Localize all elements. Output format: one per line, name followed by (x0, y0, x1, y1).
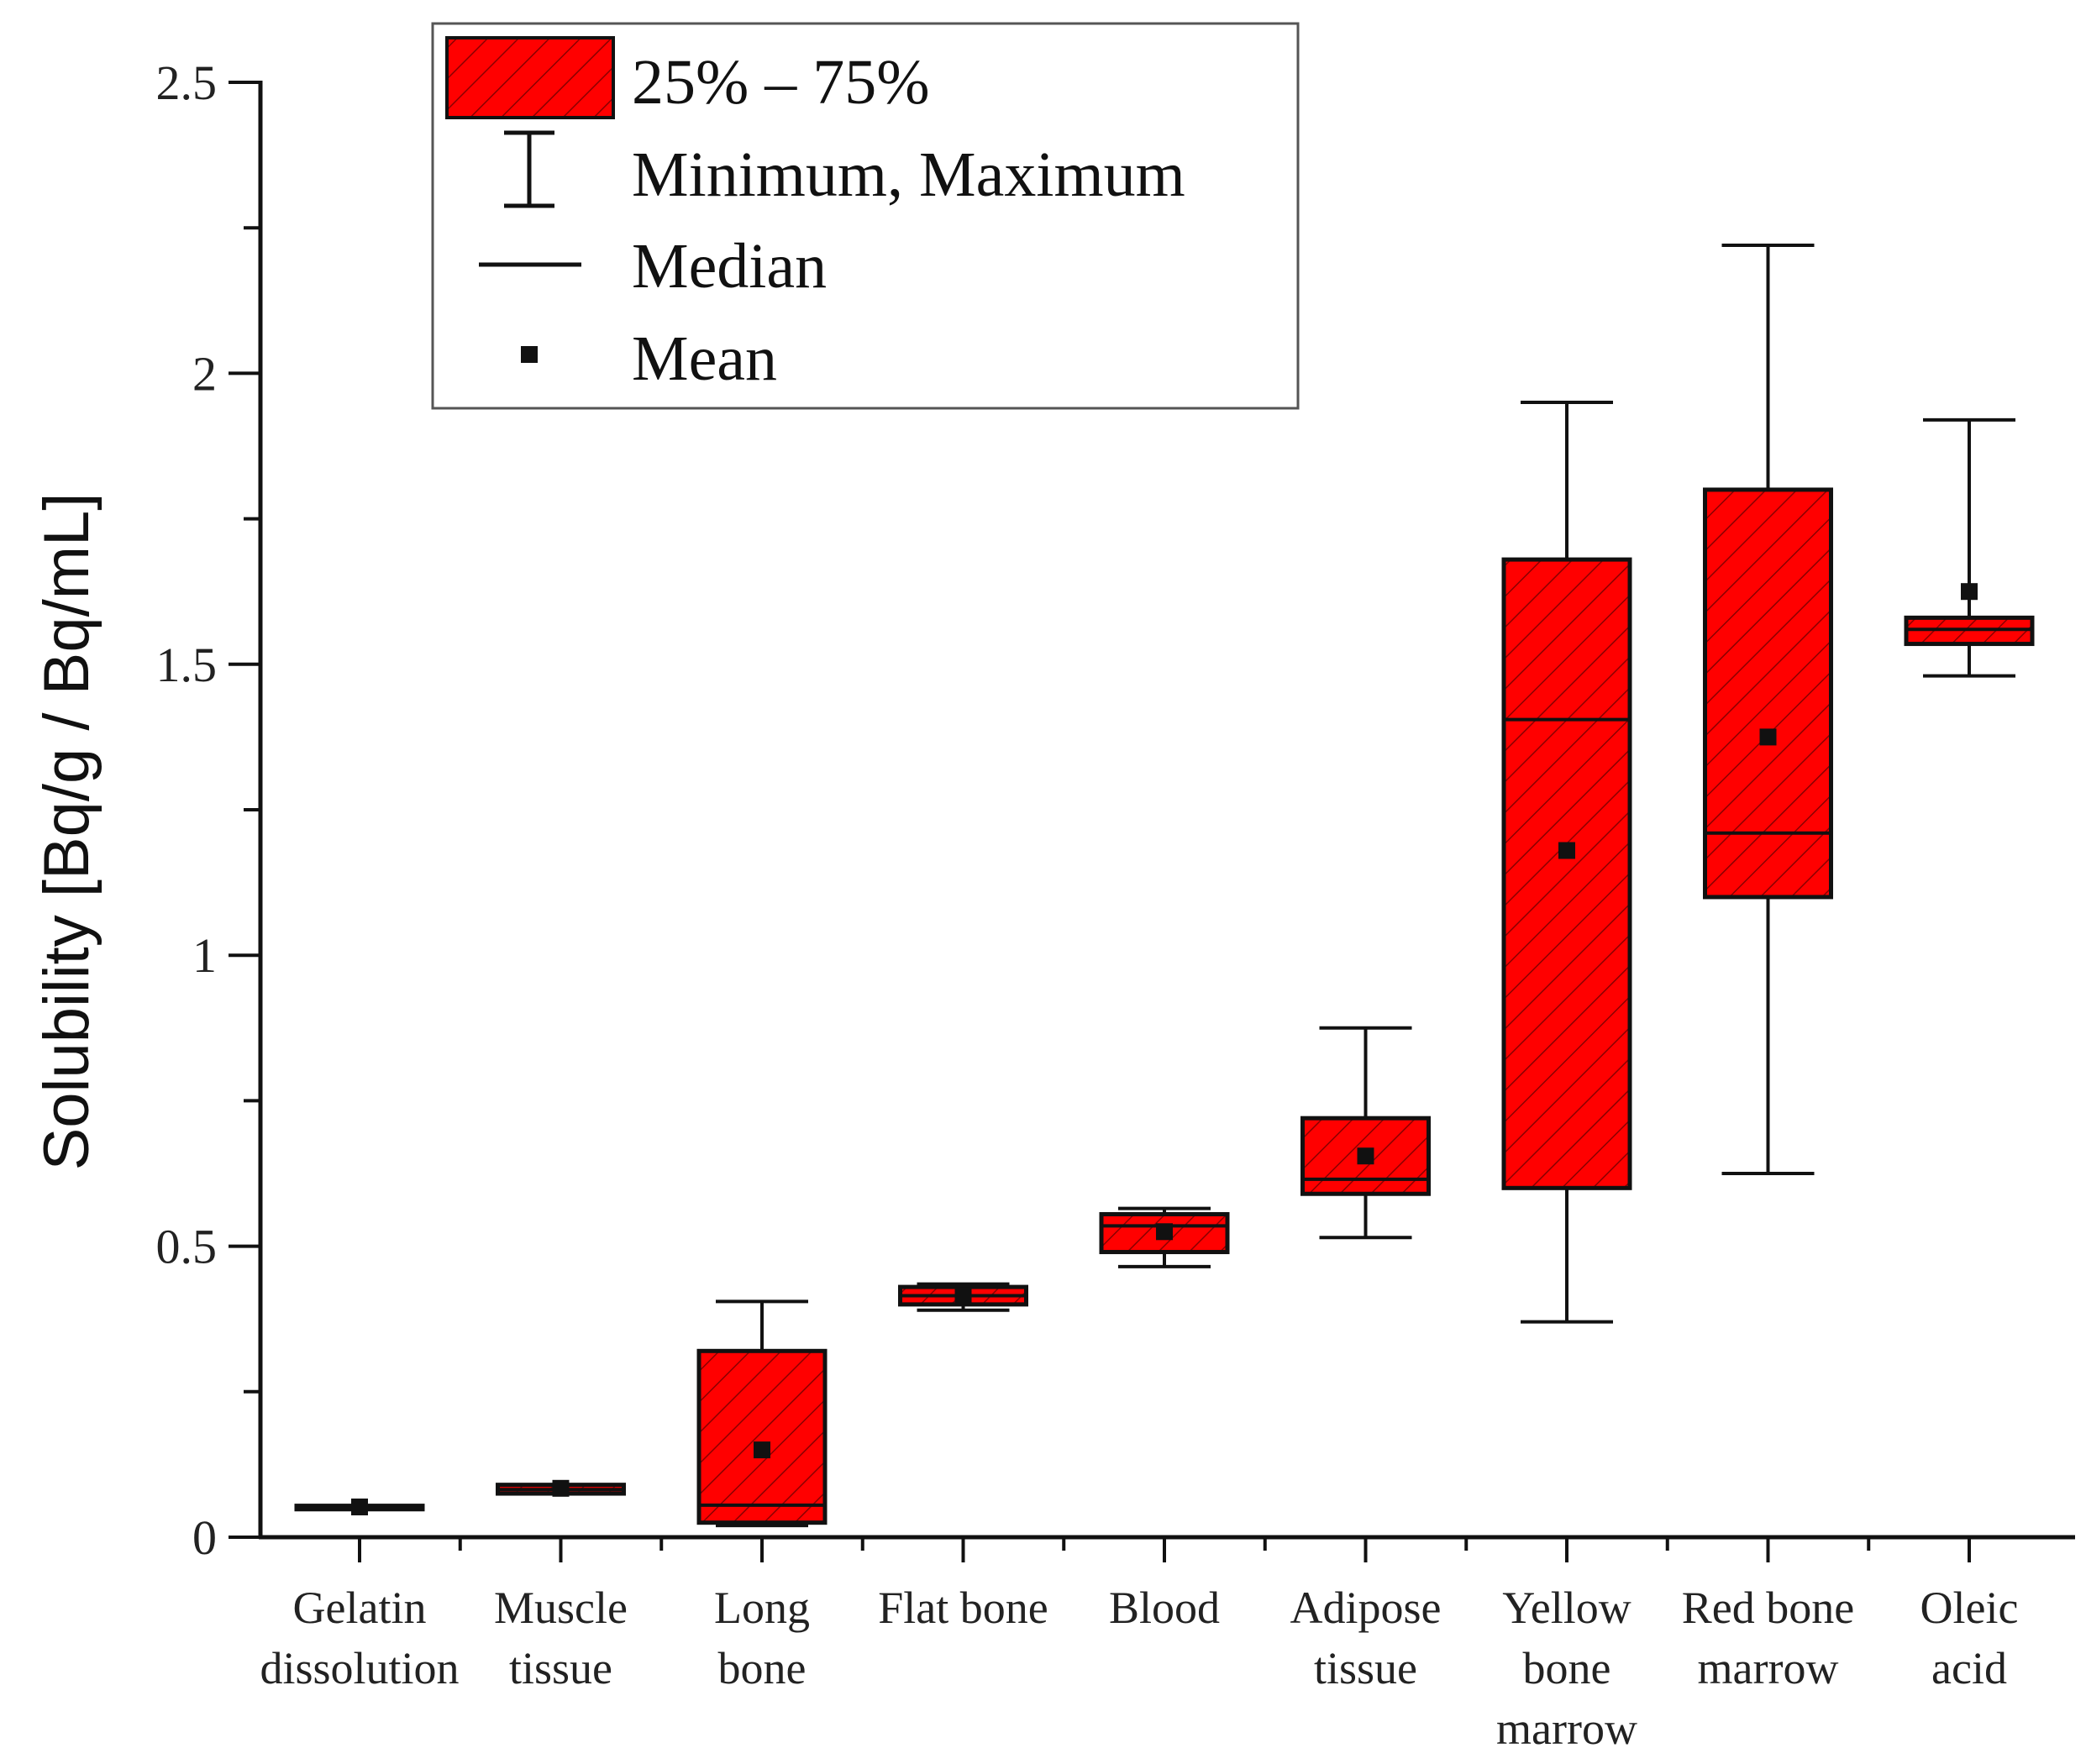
y-tick-label: 0 (192, 1510, 217, 1565)
x-category-label: Muscle (494, 1583, 628, 1633)
y-tick-label: 1.5 (156, 638, 218, 692)
mean-marker (351, 1498, 368, 1515)
mean-marker (1558, 842, 1575, 859)
mean-marker (1961, 583, 1978, 601)
legend-box-swatch (445, 36, 615, 119)
y-tick-label: 1 (192, 928, 217, 983)
plot-area: 0 0.5 1 1.5 2 2.5 Gelatin dissolution Muscle tiss… (156, 55, 2075, 1754)
box-iqr (696, 1348, 828, 1525)
legend-label-whisker: Minimum, Maximum (632, 139, 1185, 210)
box-iqr (1099, 1211, 1230, 1255)
x-category-label: bone (1523, 1643, 1611, 1693)
y-tick-label: 0.5 (156, 1220, 218, 1274)
legend-mean-marker (521, 346, 538, 363)
legend-label-box: 25% – 75% (632, 47, 930, 118)
x-category-label: Flat bone (878, 1583, 1048, 1633)
legend-label-mean: Mean (632, 323, 777, 394)
x-category-label: Oleic (1920, 1583, 2019, 1633)
x-category-label: dissolution (260, 1643, 459, 1693)
x-category-label: Long (714, 1583, 810, 1633)
x-category-label: tissue (1314, 1643, 1417, 1693)
x-category-label: marrow (1698, 1643, 1839, 1693)
y-tick-label: 2 (192, 346, 217, 401)
x-category-label: bone (718, 1643, 807, 1693)
x-category-label: Yellow (1502, 1583, 1631, 1633)
mean-marker (754, 1441, 770, 1459)
y-axis-title: Solubility [Bq/g / Bq/mL] (31, 493, 102, 1171)
mean-marker (1156, 1223, 1173, 1241)
mean-marker (954, 1287, 972, 1305)
x-category-label: marrow (1496, 1704, 1637, 1754)
x-category-label: Gelatin (293, 1583, 427, 1633)
mean-marker (552, 1479, 570, 1497)
y-tick-label: 2.5 (156, 55, 218, 110)
x-category-label: Blood (1109, 1583, 1220, 1633)
box-iqr (1703, 487, 1833, 900)
legend: 25% – 75% Minimum, Maximum Median Mean (431, 22, 1300, 410)
mean-marker (1357, 1147, 1374, 1165)
mean-marker (1759, 728, 1777, 746)
x-category-label: tissue (509, 1643, 612, 1693)
x-category-label: Red bone (1682, 1583, 1854, 1633)
x-category-label: acid (1931, 1643, 2007, 1693)
legend-label-median: Median (632, 231, 827, 302)
box-iqr (1501, 557, 1632, 1190)
x-category-label: Adipose (1290, 1583, 1442, 1633)
